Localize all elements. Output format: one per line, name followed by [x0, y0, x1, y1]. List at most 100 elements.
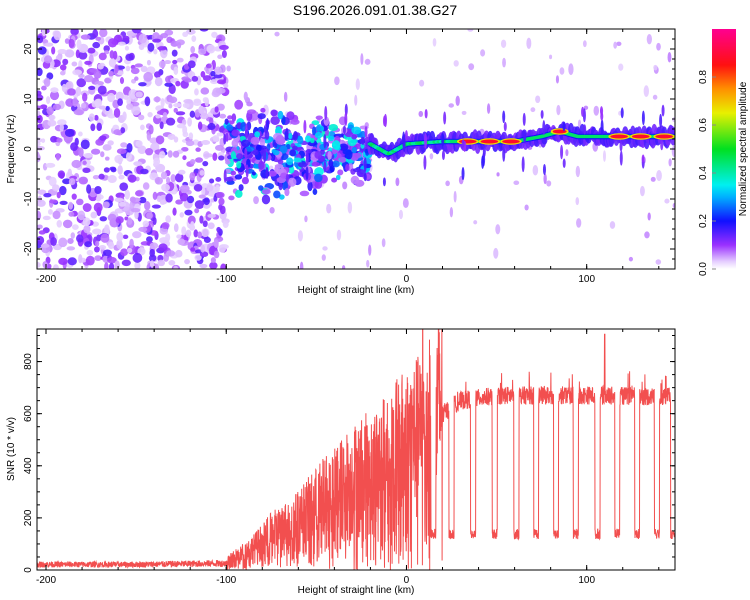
heatmap-cell [37, 46, 47, 55]
heatmap-cell [41, 85, 47, 91]
heatmap-cell [194, 208, 200, 214]
heatmap-cell [70, 232, 76, 239]
heatmap-cell [246, 101, 253, 107]
y-tick-label: 200 [23, 509, 34, 526]
heatmap-cell [429, 153, 434, 160]
heatmap-cell [127, 217, 133, 225]
heatmap-cell [234, 99, 244, 110]
heatmap-cell [321, 254, 326, 261]
heatmap-cell [46, 106, 54, 115]
heatmap-cell [57, 49, 67, 55]
heatmap-cell [183, 98, 193, 104]
heatmap-cell [83, 225, 91, 234]
heatmap-cell [107, 140, 114, 146]
snr-x-label: Height of straight line (km) [298, 585, 415, 596]
heatmap-cell [311, 120, 320, 126]
heatmap-cell [44, 42, 54, 47]
heatmap-cell [661, 104, 665, 117]
heatmap-cell [354, 152, 362, 159]
heatmap-cell [114, 197, 124, 203]
heatmap-cell [205, 63, 212, 69]
heatmap-cell [342, 181, 348, 190]
heatmap-cell [80, 102, 87, 109]
heatmap-cell [199, 112, 209, 120]
heatmap-cell [202, 97, 209, 103]
heatmap-cell [181, 119, 187, 126]
heatmap-cell [628, 256, 634, 262]
heatmap-cell [212, 152, 218, 161]
heatmap-cell [613, 41, 618, 49]
heatmap-cell [131, 29, 142, 34]
heatmap-cell [132, 252, 143, 263]
heatmap-cell [200, 244, 205, 253]
heatmap-cell [187, 60, 196, 69]
heatmap-cell [175, 173, 184, 183]
heatmap-cell [138, 82, 147, 87]
heatmap-cell [37, 189, 47, 195]
heatmap-cell [162, 112, 168, 118]
heatmap-cell [552, 129, 567, 134]
heatmap-cell [360, 136, 365, 145]
heatmap-cell [311, 126, 317, 136]
heatmap-cell [258, 185, 264, 191]
heatmap-cell [43, 77, 51, 88]
heatmap-cell [184, 259, 190, 265]
heatmap-cell [202, 75, 212, 82]
heatmap-cell [234, 174, 243, 180]
heatmap-cell [154, 76, 163, 87]
heatmap-cell [90, 123, 96, 132]
heatmap-cell [502, 139, 520, 144]
heatmap-cell [331, 177, 338, 183]
heatmap-cell [78, 254, 83, 264]
heatmap-cell [98, 173, 105, 180]
heatmap-cell [560, 144, 564, 160]
heatmap-cell [179, 192, 189, 202]
heatmap-cell [224, 118, 229, 125]
heatmap-cell [208, 117, 214, 125]
colorbar-gradient [712, 29, 736, 269]
heatmap-cell [263, 148, 267, 164]
heatmap-cell [76, 78, 87, 88]
heatmap-cell [116, 148, 127, 155]
heatmap-cell [153, 157, 161, 166]
heatmap-cell [556, 104, 561, 116]
heatmap-cell [176, 234, 182, 239]
heatmap-cell [146, 212, 153, 220]
heatmap-cell [38, 230, 46, 235]
heatmap-cell [176, 123, 186, 129]
heatmap-cell [264, 130, 270, 140]
heatmap-cell [522, 112, 526, 126]
heatmap-cell [240, 139, 251, 147]
heatmap-cell [115, 216, 124, 224]
heatmap-cell [86, 249, 94, 256]
heatmap-cell [599, 106, 603, 116]
heatmap-cell [213, 74, 223, 79]
heatmap-cell [157, 259, 166, 267]
heatmap-cell [244, 146, 255, 152]
heatmap-cell [502, 146, 506, 162]
heatmap-cell [641, 154, 645, 163]
heatmap-cell [231, 113, 237, 122]
heatmap-cell [656, 170, 662, 182]
heatmap-cell [91, 221, 99, 227]
y-tick-label: 0 [23, 567, 34, 573]
heatmap-cell [96, 122, 102, 132]
heatmap-cell [146, 59, 151, 66]
heatmap-cell [165, 176, 171, 184]
heatmap-cell [582, 40, 587, 48]
heatmap-cell [76, 234, 84, 243]
heatmap-cell [364, 58, 371, 65]
heatmap-cell [160, 48, 168, 59]
heatmap-cell [618, 63, 624, 71]
heatmap-cell [335, 174, 341, 181]
heatmap-cell [227, 115, 233, 120]
heatmap-cell [182, 131, 189, 138]
heatmap-cell [200, 71, 206, 78]
heatmap-cell [140, 124, 145, 131]
heatmap-cell [83, 153, 94, 158]
heatmap-cell [181, 146, 189, 152]
heatmap-cell [104, 262, 109, 269]
heatmap-cell [154, 71, 161, 78]
heatmap-cell [149, 260, 155, 268]
heatmap-cell [641, 110, 645, 126]
